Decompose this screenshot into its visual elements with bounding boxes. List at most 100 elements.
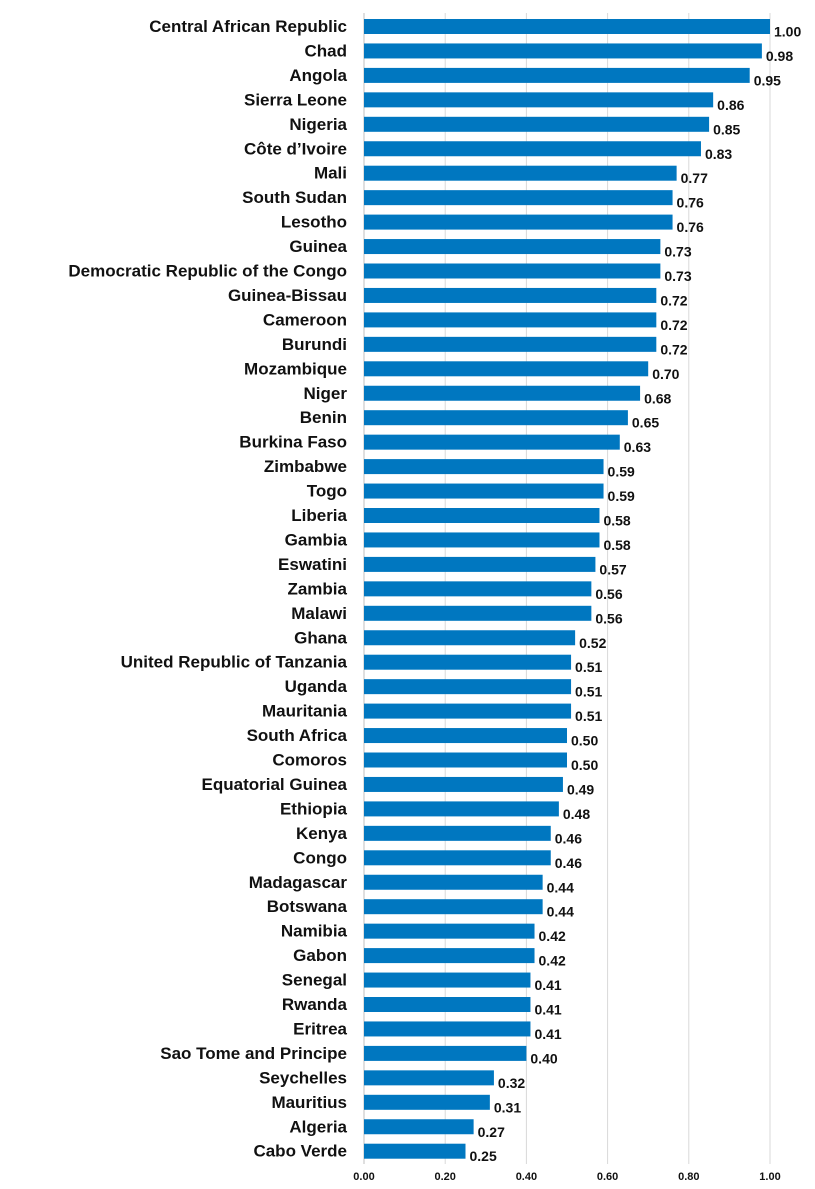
bar (364, 850, 551, 866)
category-label: Cameroon (263, 310, 347, 329)
bar (364, 752, 567, 768)
bar (364, 728, 567, 744)
bar (364, 459, 604, 475)
category-label: Central African Republic (149, 17, 347, 36)
bar (364, 923, 535, 939)
category-label: Madagascar (249, 873, 348, 892)
bar (364, 434, 620, 450)
value-label: 0.68 (644, 390, 671, 406)
bar (364, 141, 701, 157)
category-label: South Sudan (242, 188, 347, 207)
bar (364, 116, 710, 132)
category-label: Chad (305, 41, 348, 60)
value-label: 0.59 (608, 488, 635, 504)
value-label: 0.42 (539, 928, 566, 944)
bar (364, 239, 661, 255)
bar (364, 679, 572, 695)
bar (364, 825, 551, 841)
value-label: 0.51 (575, 708, 602, 724)
category-label: Burundi (282, 335, 347, 354)
value-label: 0.98 (766, 48, 793, 64)
category-label: Namibia (281, 922, 348, 941)
bar (364, 605, 592, 621)
bar (364, 532, 600, 548)
bar (364, 385, 641, 401)
bar (364, 874, 543, 890)
category-label: Malawi (291, 604, 347, 623)
bar (364, 287, 657, 303)
value-label: 0.41 (534, 1002, 561, 1018)
bar (364, 312, 657, 328)
category-label: Sierra Leone (244, 90, 347, 109)
bar (364, 214, 673, 230)
bar (364, 776, 563, 792)
value-label: 0.48 (563, 806, 590, 822)
bar (364, 1045, 527, 1061)
bar (364, 1119, 474, 1135)
x-tick-label: 0.80 (678, 1171, 699, 1183)
bar (364, 654, 572, 670)
category-label: Guinea (289, 237, 347, 256)
bar (364, 1094, 490, 1110)
category-label: Mauritania (262, 702, 348, 721)
category-label: Angola (289, 66, 347, 85)
bar (364, 801, 559, 817)
value-label: 0.46 (555, 855, 582, 871)
value-label: 0.63 (624, 439, 651, 455)
category-label: Democratic Republic of the Congo (68, 262, 347, 281)
x-axis-tick-labels: 0.00 0.20 0.40 0.60 0.80 1.00 (353, 1171, 780, 1183)
value-label: 0.73 (664, 268, 691, 284)
value-label: 0.72 (660, 317, 687, 333)
category-label: Togo (307, 482, 347, 501)
bar (364, 948, 535, 964)
category-label: Seychelles (259, 1068, 347, 1087)
category-label: Niger (304, 384, 348, 403)
value-label: 0.72 (660, 292, 687, 308)
value-label: 0.50 (571, 733, 598, 749)
category-label: Equatorial Guinea (202, 775, 348, 794)
bar (364, 1021, 531, 1037)
value-label: 0.95 (754, 72, 781, 88)
category-label: Eritrea (293, 1019, 347, 1038)
category-label: Gabon (293, 946, 347, 965)
bar (364, 972, 531, 988)
value-label: 0.58 (603, 513, 630, 529)
value-labels: 1.00 0.98 0.95 0.86 0.85 0.83 0.77 0.76 0.76 0.73… (470, 24, 802, 1165)
value-label: 0.49 (567, 781, 594, 797)
value-label: 0.42 (539, 953, 566, 969)
value-label: 0.51 (575, 659, 602, 675)
value-label: 0.83 (705, 146, 732, 162)
category-label: South Africa (247, 726, 348, 745)
value-label: 0.72 (660, 341, 687, 357)
category-label: Comoros (272, 751, 347, 770)
x-tick-label: 0.20 (434, 1171, 455, 1183)
value-label: 0.86 (717, 97, 744, 113)
bar (364, 1143, 466, 1159)
category-label: Benin (300, 408, 347, 427)
value-label: 0.59 (608, 464, 635, 480)
category-label: Cabo Verde (253, 1142, 347, 1161)
value-label: 0.76 (677, 219, 704, 235)
category-label: Burkina Faso (239, 433, 347, 452)
bar (364, 165, 677, 181)
category-label: Ghana (294, 628, 347, 647)
value-label: 0.52 (579, 635, 606, 651)
value-label: 0.40 (530, 1050, 557, 1066)
bar (364, 361, 649, 377)
bar (364, 899, 543, 915)
category-label: Sao Tome and Principe (160, 1044, 347, 1063)
value-label: 0.41 (534, 1026, 561, 1042)
value-label: 0.65 (632, 415, 659, 431)
x-tick-label: 0.40 (516, 1171, 537, 1183)
value-label: 1.00 (774, 24, 801, 40)
value-label: 0.41 (534, 977, 561, 993)
bar (364, 263, 661, 279)
value-label: 0.57 (599, 561, 626, 577)
bar (364, 997, 531, 1012)
bar (364, 19, 770, 34)
bar (364, 410, 628, 426)
category-label: Congo (293, 848, 347, 867)
value-label: 0.73 (664, 244, 691, 260)
x-tick-label: 0.00 (353, 1171, 374, 1183)
